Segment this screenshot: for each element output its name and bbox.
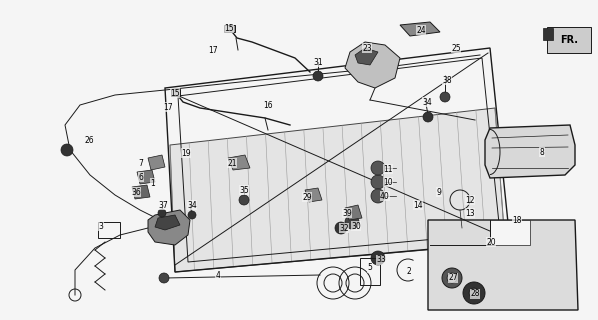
Text: FR.: FR. [560,35,578,45]
Text: 40: 40 [380,191,390,201]
Text: 21: 21 [227,158,237,167]
Text: 32: 32 [339,223,349,233]
Text: 4: 4 [215,270,221,279]
Text: 3: 3 [99,221,103,230]
Text: 29: 29 [302,193,312,202]
Circle shape [159,273,169,283]
Polygon shape [155,215,180,230]
Polygon shape [305,188,322,202]
Text: 13: 13 [465,209,475,218]
Text: 35: 35 [239,186,249,195]
Circle shape [440,92,450,102]
Text: 17: 17 [163,102,173,111]
Text: 34: 34 [422,98,432,107]
Polygon shape [224,25,235,32]
Text: 24: 24 [416,26,426,35]
Text: 26: 26 [84,135,94,145]
Polygon shape [148,155,165,170]
FancyBboxPatch shape [547,27,591,53]
Polygon shape [170,108,505,272]
Text: 15: 15 [170,89,180,98]
Polygon shape [485,125,575,178]
Polygon shape [171,89,180,96]
Text: 30: 30 [351,221,361,230]
Circle shape [61,144,73,156]
Text: 12: 12 [465,196,475,204]
Polygon shape [148,210,190,245]
Text: 10: 10 [383,178,393,187]
Text: 20: 20 [486,237,496,246]
Circle shape [345,215,359,229]
Text: 6: 6 [139,172,144,181]
Polygon shape [428,220,578,310]
Text: 9: 9 [437,188,441,196]
Text: 27: 27 [448,274,458,283]
Text: 2: 2 [407,267,411,276]
Circle shape [335,222,347,234]
Polygon shape [355,48,378,65]
Text: 18: 18 [512,215,521,225]
Circle shape [423,112,433,122]
Circle shape [463,282,485,304]
Polygon shape [490,220,530,245]
Text: 39: 39 [342,209,352,218]
Text: 16: 16 [263,100,273,109]
Polygon shape [345,205,362,220]
Text: 38: 38 [442,76,452,84]
Text: 36: 36 [131,188,141,196]
Polygon shape [345,42,400,88]
Text: 31: 31 [313,58,323,67]
Circle shape [239,195,249,205]
Circle shape [313,71,323,81]
Circle shape [447,273,457,283]
Text: 8: 8 [539,148,544,156]
Circle shape [442,268,462,288]
Circle shape [371,175,385,189]
Circle shape [371,161,385,175]
Text: 1: 1 [151,179,155,188]
Text: 23: 23 [362,44,372,52]
Polygon shape [137,170,155,184]
Circle shape [158,209,166,217]
Circle shape [188,211,196,219]
Text: 34: 34 [187,201,197,210]
Circle shape [371,189,385,203]
Text: 15: 15 [224,23,234,33]
Text: 5: 5 [368,263,373,273]
Polygon shape [543,28,553,40]
Text: 11: 11 [383,164,393,173]
Text: 19: 19 [181,148,191,157]
Polygon shape [400,22,440,36]
Polygon shape [228,155,250,170]
Circle shape [371,251,385,265]
Text: 37: 37 [158,201,168,210]
Text: 14: 14 [413,201,423,210]
Circle shape [469,288,479,298]
Text: 33: 33 [376,255,386,265]
Text: 28: 28 [470,290,480,299]
Text: 7: 7 [139,158,144,167]
Text: 17: 17 [208,45,218,54]
Polygon shape [132,185,150,199]
Text: 25: 25 [451,44,461,52]
